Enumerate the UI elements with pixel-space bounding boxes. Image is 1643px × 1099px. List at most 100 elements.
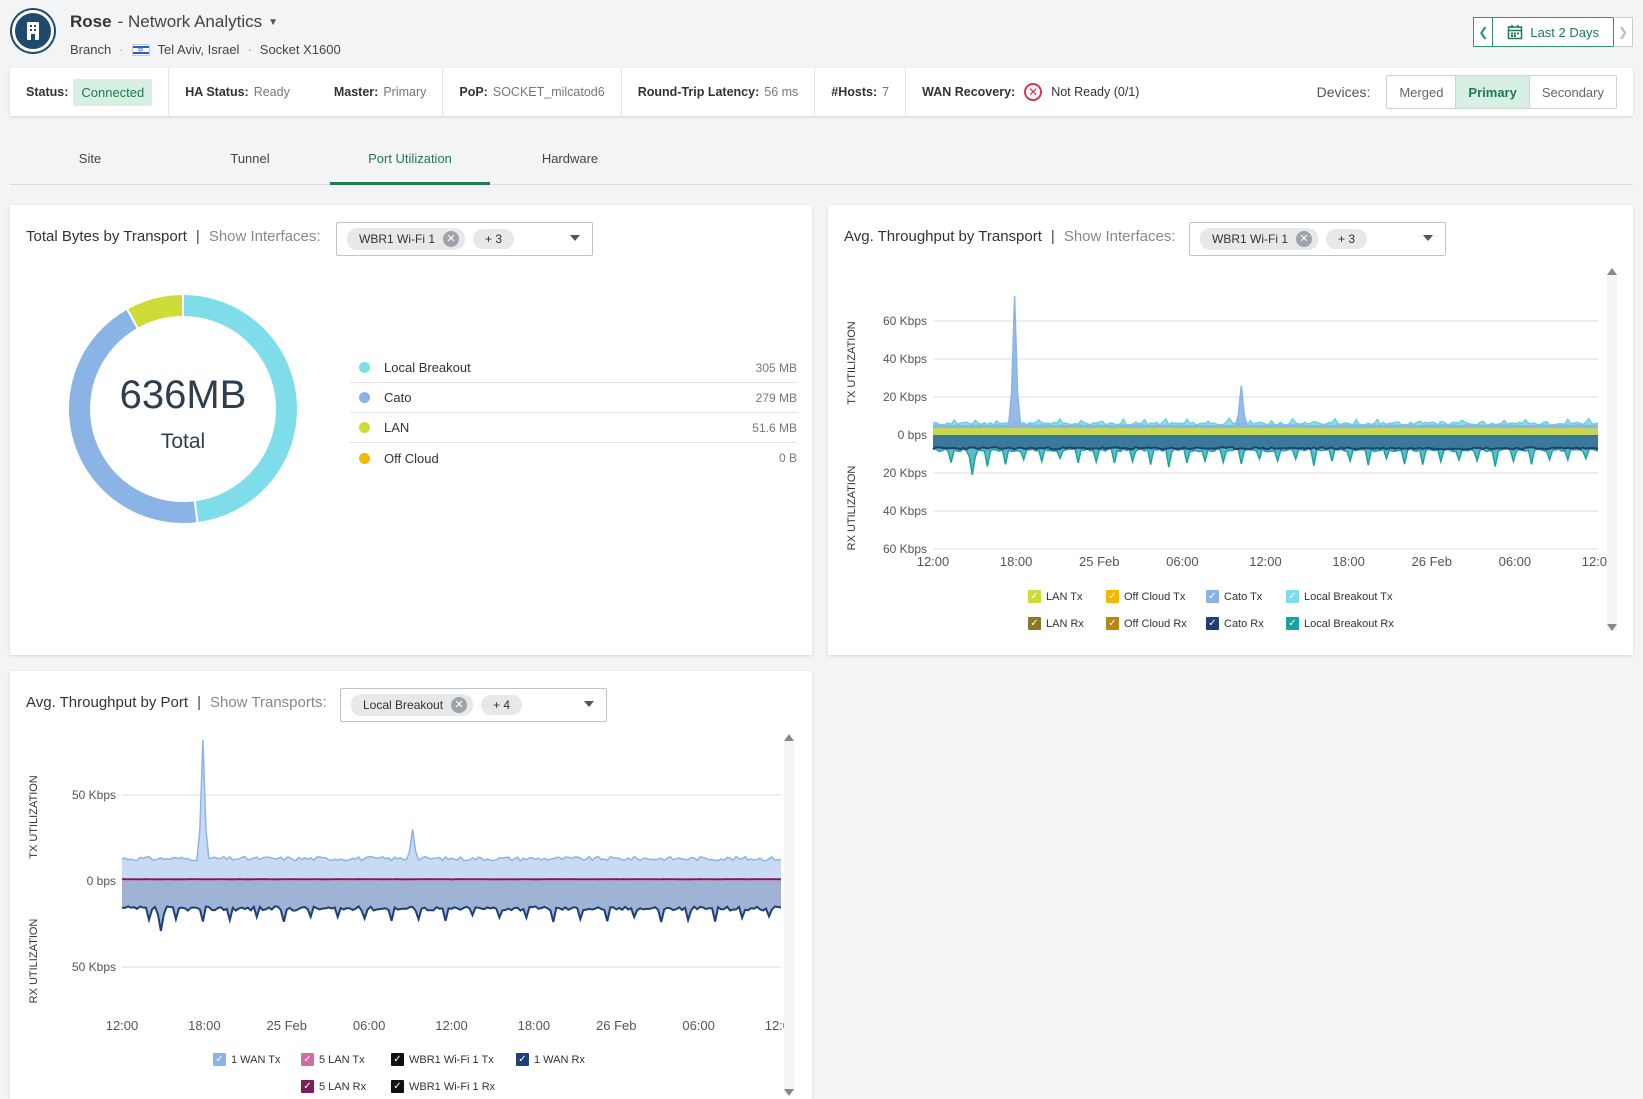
- y-axis-title: TX UTILIZATION: [846, 321, 858, 405]
- chevron-down-icon[interactable]: [584, 701, 594, 707]
- series-line[interactable]: [932, 447, 1599, 476]
- legend-item[interactable]: ✓ 5 LAN Tx: [301, 1053, 365, 1066]
- latency-value: 56 ms: [764, 85, 799, 99]
- series-line[interactable]: [932, 296, 1599, 427]
- checkbox-checked-icon[interactable]: ✓: [301, 1080, 314, 1093]
- legend-item[interactable]: ✓ WBR1 Wi-Fi 1 Rx: [391, 1080, 495, 1093]
- legend-item[interactable]: ✓ Cato Rx: [1206, 617, 1264, 630]
- series-line[interactable]: [932, 446, 1599, 451]
- legend-dot: [359, 452, 370, 464]
- checkbox-checked-icon[interactable]: ✓: [516, 1053, 529, 1066]
- chart-scrollbar[interactable]: [784, 741, 794, 1093]
- checkbox-checked-icon[interactable]: ✓: [1286, 590, 1299, 603]
- master-item: Master: Primary: [318, 68, 444, 116]
- site-name: Rose: [70, 12, 112, 31]
- donut-chart: [67, 292, 299, 525]
- date-range-control: ❮ Last 2 Days ❯: [1473, 17, 1633, 47]
- series-line[interactable]: [121, 904, 782, 932]
- chevron-down-icon[interactable]: [1423, 235, 1433, 241]
- legend-label: Off Cloud Tx: [1124, 590, 1186, 603]
- scroll-down-icon[interactable]: [784, 1089, 794, 1096]
- card-header: Total Bytes by Transport | Show Interfac…: [26, 228, 321, 245]
- legend-label: Local Breakout Tx: [1304, 590, 1393, 603]
- legend-item[interactable]: ✓ Local Breakout Tx: [1286, 590, 1392, 603]
- separator: |: [195, 228, 200, 245]
- device-option-merged[interactable]: Merged: [1387, 76, 1457, 108]
- scroll-down-icon[interactable]: [1607, 624, 1617, 631]
- legend-label: WBR1 Wi-Fi 1 Rx: [409, 1080, 496, 1093]
- legend-item[interactable]: ✓ 1 WAN Rx: [516, 1053, 585, 1066]
- legend-row[interactable]: Off Cloud 0 B: [350, 443, 797, 473]
- legend-row[interactable]: Cato 279 MB: [350, 383, 797, 413]
- chip-more[interactable]: + 3: [1326, 229, 1368, 249]
- tab-port-utilization[interactable]: Port Utilization: [330, 140, 490, 185]
- interfaces-select[interactable]: WBR1 Wi-Fi 1 ✕ + 3: [336, 222, 593, 256]
- device-option-secondary[interactable]: Secondary: [1541, 84, 1604, 100]
- legend-item[interactable]: ✓ 5 LAN Rx: [301, 1080, 366, 1093]
- legend-item[interactable]: ✓ LAN Tx: [1028, 590, 1082, 603]
- close-icon[interactable]: ✕: [1296, 231, 1312, 247]
- x-tick-label: 12:00: [106, 1018, 139, 1033]
- checkbox-checked-icon[interactable]: ✓: [1286, 617, 1299, 630]
- tab-tunnel[interactable]: Tunnel: [230, 151, 270, 166]
- y-tick-label: 20 Kbps: [883, 390, 927, 404]
- checkbox-checked-icon[interactable]: ✓: [213, 1053, 226, 1066]
- checkbox-checked-icon[interactable]: ✓: [1028, 590, 1041, 603]
- legend-value: 0 B: [778, 451, 797, 465]
- checkbox-checked-icon[interactable]: ✓: [1206, 590, 1219, 603]
- interfaces-select[interactable]: WBR1 Wi-Fi 1 ✕ + 3: [1189, 222, 1446, 256]
- legend-item[interactable]: ✓ Off Cloud Tx: [1106, 590, 1185, 603]
- checkbox-checked-icon[interactable]: ✓: [1106, 590, 1119, 603]
- legend-name: Local Breakout: [384, 360, 471, 375]
- chip-label: WBR1 Wi-Fi 1: [1212, 232, 1288, 246]
- status-label: Status:: [26, 85, 69, 99]
- legend-value: 51.6 MB: [752, 420, 797, 435]
- y-tick-label: 60 Kbps: [883, 542, 927, 556]
- chip-more[interactable]: + 3: [473, 229, 515, 249]
- chevron-left-icon[interactable]: ❮: [1473, 17, 1494, 47]
- chevron-down-icon[interactable]: [570, 235, 580, 241]
- legend-label: WBR1 Wi-Fi 1 Tx: [409, 1053, 494, 1066]
- chevron-right-icon[interactable]: ❯: [1613, 17, 1633, 47]
- legend-row[interactable]: Local Breakout 305 MB: [350, 353, 797, 383]
- date-range-button[interactable]: Last 2 Days: [1493, 17, 1613, 47]
- close-icon[interactable]: ✕: [451, 697, 468, 713]
- checkbox-checked-icon[interactable]: ✓: [1206, 617, 1219, 630]
- legend-item[interactable]: ✓ Off Cloud Rx: [1106, 617, 1187, 630]
- site-title[interactable]: Rose - Network Analytics ▼: [70, 12, 278, 32]
- y-axis-title: RX UTILIZATION: [846, 466, 858, 551]
- tab-site[interactable]: Site: [78, 151, 102, 166]
- x-tick-label: 18:00: [1332, 554, 1365, 569]
- separator: |: [1050, 228, 1055, 245]
- checkbox-checked-icon[interactable]: ✓: [1028, 617, 1041, 630]
- legend-item[interactable]: ✓ WBR1 Wi-Fi 1 Tx: [391, 1053, 494, 1066]
- legend-item[interactable]: ✓ 1 WAN Tx: [213, 1053, 281, 1066]
- checkbox-checked-icon[interactable]: ✓: [1106, 617, 1119, 630]
- y-tick-label: 40 Kbps: [883, 352, 927, 366]
- y-tick-label: 20 Kbps: [883, 466, 927, 480]
- legend-label: 5 LAN Rx: [319, 1080, 367, 1093]
- legend-item[interactable]: ✓ Cato Tx: [1206, 590, 1262, 603]
- device-option-primary[interactable]: Primary: [1456, 76, 1530, 108]
- tab-bar: Site Tunnel Port Utilization Hardware: [10, 140, 1633, 185]
- chip-more[interactable]: + 4: [481, 695, 523, 715]
- series-line[interactable]: [121, 739, 782, 862]
- transports-select[interactable]: Local Breakout ✕ + 4: [340, 688, 607, 722]
- legend-label: Local Breakout Rx: [1304, 617, 1394, 630]
- chart-scrollbar[interactable]: [1607, 273, 1617, 631]
- legend-item[interactable]: ✓ LAN Rx: [1028, 617, 1084, 630]
- legend-item[interactable]: ✓ Local Breakout Rx: [1286, 617, 1394, 630]
- x-tick-label: 06:00: [353, 1018, 386, 1033]
- checkbox-checked-icon[interactable]: ✓: [391, 1053, 404, 1066]
- checkbox-checked-icon[interactable]: ✓: [391, 1080, 404, 1093]
- scroll-up-icon[interactable]: [1607, 268, 1617, 275]
- donut-slice[interactable]: [125, 292, 184, 331]
- checkbox-checked-icon[interactable]: ✓: [301, 1053, 314, 1066]
- wan-recovery-label: WAN Recovery:: [922, 85, 1016, 99]
- x-tick-label: 12:00: [1249, 554, 1282, 569]
- scroll-up-icon[interactable]: [784, 734, 794, 741]
- chevron-down-icon[interactable]: ▼: [268, 16, 279, 28]
- close-icon[interactable]: ✕: [443, 231, 459, 247]
- tab-hardware[interactable]: Hardware: [541, 151, 599, 166]
- legend-row[interactable]: LAN 51.6 MB: [350, 413, 797, 443]
